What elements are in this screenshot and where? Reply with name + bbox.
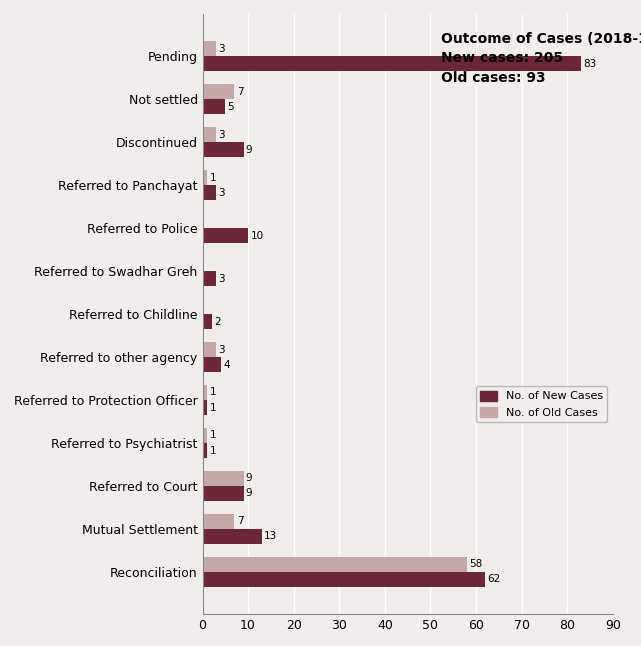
Text: 1: 1 [210,430,216,441]
Text: 9: 9 [246,145,253,154]
Text: 2: 2 [214,317,221,327]
Bar [203,271,216,286]
Bar [203,142,244,157]
Text: 3: 3 [219,44,225,54]
Text: 1: 1 [210,402,216,413]
Bar [203,428,207,443]
Bar [203,557,467,572]
Legend: No. of New Cases, No. of Old Cases: No. of New Cases, No. of Old Cases [476,386,607,422]
Text: 1: 1 [210,446,216,455]
Text: 1: 1 [210,172,216,183]
Text: 3: 3 [219,344,225,355]
Bar [203,486,244,501]
Text: 7: 7 [237,87,244,97]
Bar [203,357,221,372]
Bar [203,185,216,200]
Bar [203,41,216,56]
Text: 3: 3 [219,188,225,198]
Bar [203,127,216,142]
Text: 5: 5 [228,101,234,112]
Text: 58: 58 [469,559,483,569]
Text: 13: 13 [264,532,278,541]
Bar [203,471,244,486]
Bar [203,228,248,243]
Bar [203,572,485,587]
Bar [203,99,225,114]
Text: 7: 7 [237,516,244,526]
Bar [203,56,581,71]
Text: 4: 4 [223,360,229,370]
Bar [203,400,207,415]
Text: 10: 10 [251,231,263,241]
Bar [203,84,235,99]
Text: 3: 3 [219,130,225,140]
Bar [203,529,262,544]
Text: 9: 9 [246,488,253,499]
Bar [203,170,207,185]
Bar [203,443,207,458]
Text: 83: 83 [583,59,597,68]
Text: 1: 1 [210,388,216,397]
Bar [203,342,216,357]
Bar [203,314,212,329]
Bar [203,514,235,529]
Bar [203,385,207,400]
Text: 62: 62 [488,574,501,585]
Text: Outcome of Cases (2018-19)
New cases: 205
Old cases: 93: Outcome of Cases (2018-19) New cases: 20… [440,32,641,85]
Text: 9: 9 [246,474,253,483]
Text: 3: 3 [219,274,225,284]
